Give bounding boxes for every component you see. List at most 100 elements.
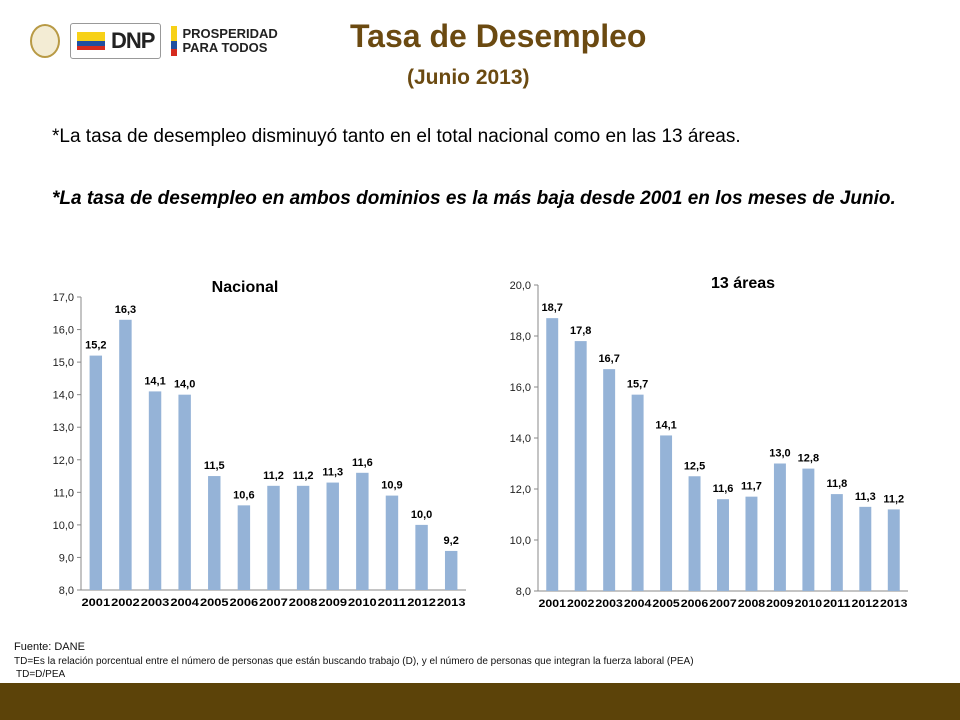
bar [859,506,872,591]
x-tick-label: 2002 [567,598,594,610]
data-label: 12,5 [684,460,705,472]
data-label: 11,6 [713,483,734,495]
bar [237,505,251,590]
bar [326,482,339,590]
y-tick-label: 8,0 [59,585,74,597]
x-tick-label: 2011 [823,598,850,610]
data-label: 11,7 [741,481,762,493]
bar [208,476,221,590]
data-label: 11,3 [855,491,876,503]
y-tick-label: 11,0 [53,487,74,499]
bar [631,394,644,591]
bar [688,476,701,591]
data-label: 9,2 [444,535,459,547]
y-tick-label: 8,0 [516,586,531,598]
prosperidad-logo: PROSPERIDAD PARA TODOS [171,26,294,56]
data-label: 11,2 [883,493,904,505]
x-tick-label: 2008 [289,597,318,609]
y-tick-label: 13,0 [53,422,74,434]
y-tick-label: 12,0 [510,484,531,496]
finding-lowest: *La tasa de desempleo en ambos dominios … [52,188,896,209]
footer-source: Fuente: DANE [14,641,85,653]
x-tick-label: 2011 [378,597,407,609]
flag-icon [77,32,105,50]
y-tick-label: 10,0 [53,520,74,532]
y-tick-label: 14,0 [510,433,531,445]
chart-title: 13 áreas [711,275,775,292]
bar [574,341,587,591]
x-tick-label: 2013 [880,598,907,610]
bar [296,485,310,590]
x-tick-label: 2009 [318,597,347,609]
data-label: 17,8 [570,325,591,337]
chart-title: Nacional [212,279,279,296]
y-tick-label: 9,0 [59,552,74,564]
bar [802,468,815,591]
data-label: 12,8 [798,453,819,465]
y-tick-label: 16,0 [53,325,74,337]
colombia-seal-logo [30,24,60,58]
data-label: 11,2 [293,470,314,482]
data-label: 18,7 [542,302,563,314]
dnp-logo-text: DNP [111,28,155,53]
data-label: 11,3 [322,467,343,479]
chart-nacional: Nacional 8,0 9,0 10,0 11,0 12,0 13,0 14,0 15,0 16… [53,279,466,609]
y-tick-label: 15,0 [53,357,74,369]
x-tick-label: 2001 [82,597,111,609]
prosperidad-logo-text: PROSPERIDAD PARA TODOS [182,26,278,55]
x-tick-label: 2007 [709,598,736,610]
footer-formula: TD=D/PEA [16,669,66,680]
data-label: 10,0 [411,509,432,521]
x-tick-label: 2002 [111,597,140,609]
bar [887,509,900,591]
page-subtitle: (Junio 2013) [407,66,530,89]
x-tick-label: 2010 [348,597,377,609]
data-label: 13,0 [769,448,790,460]
bar [717,499,729,591]
data-label: 11,2 [263,470,284,482]
x-tick-label: 2006 [681,598,708,610]
flag-bars-icon [171,26,178,56]
y-tick-label: 18,0 [510,331,531,343]
x-tick-label: 2003 [141,597,170,609]
bottom-band [0,683,960,720]
data-label: 14,1 [144,375,165,387]
x-tick-label: 2012 [852,598,879,610]
x-tick-label: 2005 [200,597,229,609]
bar [660,435,673,591]
data-label: 10,6 [233,489,254,501]
bar [89,355,103,590]
footer-definition: TD=Es la relación porcentual entre el nú… [14,656,694,667]
bar [415,524,428,590]
bar [745,496,758,591]
data-label: 10,9 [381,480,402,492]
y-tick-label: 16,0 [510,382,531,394]
logos: DNP PROSPERIDAD PARA TODOS [30,20,294,62]
x-tick-label: 2004 [624,598,652,610]
x-tick-label: 2003 [595,598,622,610]
data-label: 11,5 [204,460,225,472]
data-label: 14,1 [655,419,676,431]
bar [148,391,162,590]
data-label: 11,6 [352,457,373,469]
finding-total: *La tasa de desempleo disminuyó tanto en… [52,126,741,147]
data-label: 16,3 [115,304,136,316]
bar [385,495,399,590]
bar [356,472,369,590]
dnp-logo: DNP [70,23,162,59]
bar [119,319,132,590]
x-tick-label: 2007 [259,597,288,609]
x-tick-label: 2012 [407,597,436,609]
bar [178,394,191,590]
page-title: Tasa de Desempleo [350,18,647,54]
x-tick-label: 2004 [170,597,200,609]
y-tick-label: 12,0 [53,455,74,467]
bar [444,550,458,590]
y-tick-label: 17,0 [53,292,74,304]
x-tick-label: 2005 [652,598,679,610]
x-tick-label: 2009 [766,598,793,610]
y-tick-label: 14,0 [53,390,74,402]
y-tick-label: 10,0 [510,535,531,547]
chart-13-areas: 13 áreas 8,0 10,0 12,0 14,0 16,0 18,0 20,0 18,7 2… [510,275,908,610]
bar [773,463,786,591]
